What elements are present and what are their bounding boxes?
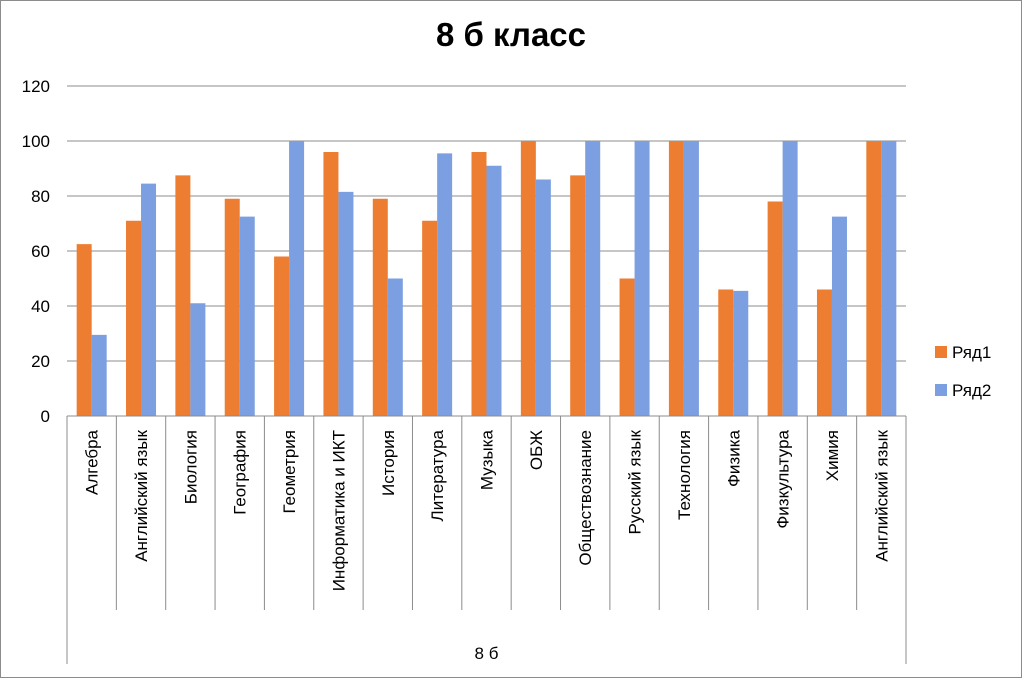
legend-label-2: Ряд2: [952, 381, 991, 400]
legend-swatch-2: [935, 384, 947, 396]
x-category-label: История: [379, 430, 398, 496]
axes: [66, 415, 907, 664]
bar-series1: [767, 201, 783, 416]
bar-series2: [634, 141, 650, 416]
y-tick-label: 40: [31, 297, 50, 316]
x-category-label: Геометрия: [280, 430, 299, 514]
bar-series2: [733, 290, 749, 416]
x-category-label: Физкультура: [774, 429, 793, 528]
bar-series1: [520, 141, 536, 416]
bar-series2: [683, 141, 699, 416]
bar-series1: [619, 278, 635, 416]
x-category-label: Музыка: [478, 429, 497, 490]
bar-series2: [141, 183, 157, 416]
y-tick-label: 80: [31, 187, 50, 206]
y-tick-labels: 0 20 40 60 80 100 120: [22, 77, 50, 426]
x-category-label: Технология: [675, 430, 694, 520]
group-label: 8 б: [475, 644, 499, 663]
bar-series2: [486, 165, 502, 416]
bar-series1: [668, 141, 684, 416]
bar-series2: [585, 141, 601, 416]
bar-series2: [289, 141, 305, 416]
y-tick-label: 120: [22, 77, 50, 96]
x-category-label: ОБЖ: [527, 430, 546, 470]
y-tick-label: 20: [31, 352, 50, 371]
bar-series1: [126, 220, 142, 416]
x-category-label: Информатика и ИКТ: [329, 430, 348, 591]
bar-series1: [323, 152, 339, 416]
bar-series1: [718, 289, 734, 416]
x-category-label: География: [231, 430, 250, 515]
legend-swatch-1: [935, 346, 947, 358]
bar-series1: [816, 289, 832, 416]
y-tick-label: 0: [41, 407, 50, 426]
x-category-label: Биология: [181, 430, 200, 504]
x-category-label: Английский язык: [872, 429, 891, 561]
bar-series1: [76, 244, 92, 416]
bar-series1: [274, 256, 290, 416]
bar-series1: [471, 152, 487, 416]
bar-series2: [338, 191, 354, 416]
bar-series2: [782, 141, 798, 416]
bar-series1: [422, 220, 438, 416]
bar-series1: [175, 175, 191, 416]
bar-series1: [866, 141, 882, 416]
x-category-label: Английский язык: [132, 429, 151, 561]
legend: Ряд1 Ряд2: [935, 343, 991, 400]
legend-label-1: Ряд1: [952, 343, 991, 362]
bar-series1: [570, 175, 586, 416]
bar-series2: [535, 179, 551, 416]
chart-title: 8 б класс: [435, 16, 586, 53]
bar-series2: [239, 216, 255, 416]
bars: [76, 141, 897, 416]
bar-series1: [372, 198, 388, 416]
x-category-label: Обществознание: [576, 430, 595, 566]
bar-series1: [224, 198, 240, 416]
bar-series2: [437, 153, 453, 416]
bar-series2: [831, 216, 847, 416]
x-category-label: Химия: [823, 430, 842, 481]
bar-series2: [190, 303, 206, 416]
x-category-label: Алгебра: [83, 429, 102, 495]
x-category-label: Физика: [724, 429, 743, 487]
bar-series2: [91, 334, 107, 416]
bar-series2: [387, 278, 403, 416]
y-tick-label: 60: [31, 242, 50, 261]
x-category-label: Русский язык: [626, 429, 645, 534]
x-category-labels: Алгебра Английский язык Биология География Г…: [83, 429, 892, 591]
x-category-label: Литература: [428, 429, 447, 521]
y-tick-label: 100: [22, 132, 50, 151]
bar-series2: [881, 141, 897, 416]
